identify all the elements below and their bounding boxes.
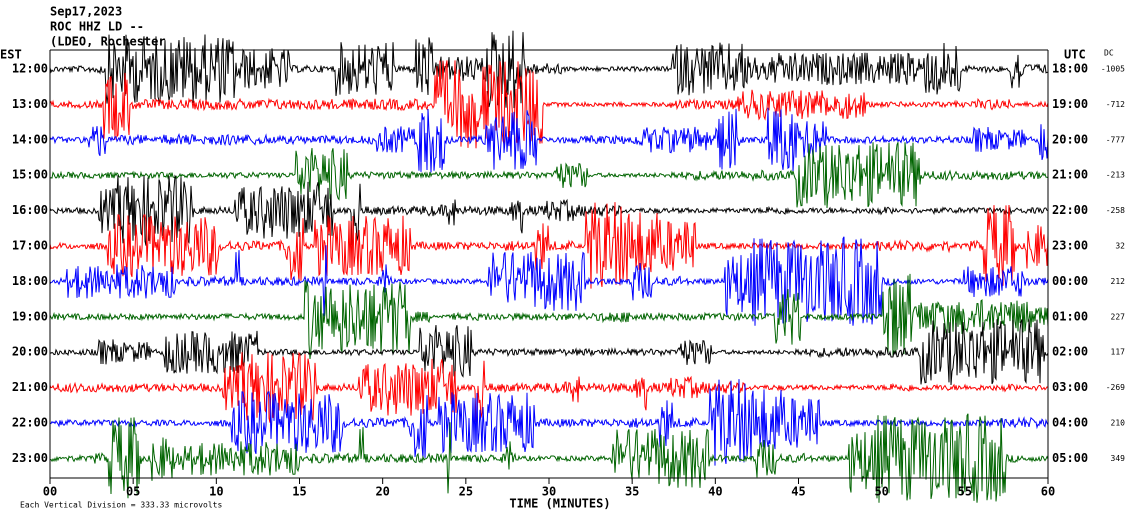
dc-value: -269 — [1106, 383, 1125, 392]
utc-label: 20:00 — [1052, 132, 1088, 146]
x-tick-label: 20 — [375, 485, 389, 499]
dc-value: 210 — [1111, 419, 1126, 428]
est-label: 19:00 — [12, 309, 48, 323]
dc-value: -213 — [1106, 171, 1125, 180]
trace — [49, 236, 1049, 326]
utc-label: 21:00 — [1052, 168, 1088, 182]
dc-value: 32 — [1115, 242, 1125, 251]
utc-label: 05:00 — [1052, 451, 1088, 465]
utc-label: 01:00 — [1052, 309, 1088, 323]
est-label: 12:00 — [12, 62, 48, 76]
x-tick-label: 15 — [292, 485, 306, 499]
dc-label: DC — [1104, 49, 1114, 58]
left-axis-label: EST — [0, 48, 22, 62]
utc-label: 02:00 — [1052, 345, 1088, 359]
trace — [49, 202, 1049, 289]
x-axis-label: TIME (MINUTES) — [509, 497, 610, 511]
utc-label: 23:00 — [1052, 239, 1088, 253]
x-tick-label: 45 — [791, 485, 805, 499]
utc-label: 22:00 — [1052, 203, 1088, 217]
trace — [49, 142, 1049, 209]
trace — [49, 319, 1049, 386]
trace — [49, 379, 1049, 466]
x-tick-label: 55 — [958, 485, 972, 499]
x-tick-label: 10 — [209, 485, 223, 499]
trace — [49, 351, 1049, 423]
trace — [49, 413, 1049, 503]
x-tick-label: 05 — [126, 485, 140, 499]
dc-value: -258 — [1106, 206, 1125, 215]
est-label: 16:00 — [12, 203, 48, 217]
trace — [49, 60, 1049, 149]
utc-label: 04:00 — [1052, 416, 1088, 430]
x-tick-label: 60 — [1041, 485, 1055, 499]
est-label: 15:00 — [12, 168, 48, 182]
utc-label: 18:00 — [1052, 62, 1088, 76]
trace — [49, 30, 1049, 109]
utc-label: 19:00 — [1052, 97, 1088, 111]
x-tick-label: 35 — [625, 485, 639, 499]
dc-value: 212 — [1111, 277, 1126, 286]
dc-value: -777 — [1106, 135, 1125, 144]
est-label: 13:00 — [12, 97, 48, 111]
est-label: 20:00 — [12, 345, 48, 359]
traces — [49, 30, 1049, 503]
x-tick-label: 00 — [43, 485, 57, 499]
utc-label: 03:00 — [1052, 380, 1088, 394]
x-tick-label: 50 — [874, 485, 888, 499]
est-label: 17:00 — [12, 239, 48, 253]
dc-value: 227 — [1111, 312, 1126, 321]
est-label: 22:00 — [12, 416, 48, 430]
utc-label: 00:00 — [1052, 274, 1088, 288]
trace — [49, 174, 1048, 246]
dc-value: -712 — [1106, 100, 1125, 109]
est-label: 23:00 — [12, 451, 48, 465]
footnote: Each Vertical Division = 333.33 microvol… — [20, 501, 222, 510]
x-tick-label: 30 — [542, 485, 556, 499]
dc-value: 349 — [1111, 454, 1126, 463]
trace — [49, 107, 1049, 173]
dc-value: 117 — [1111, 348, 1126, 357]
trace — [49, 273, 1049, 360]
right-axis-label: UTC — [1064, 48, 1086, 62]
dc-value: -1005 — [1101, 65, 1125, 74]
x-tick-label: 25 — [459, 485, 473, 499]
title-line: (LDEO, Rochester — [50, 35, 166, 49]
est-label: 18:00 — [12, 274, 48, 288]
est-label: 21:00 — [12, 380, 48, 394]
est-label: 14:00 — [12, 132, 48, 146]
title-line: Sep17,2023 — [50, 5, 122, 19]
title-line: ROC HHZ LD -- — [50, 20, 144, 34]
x-tick-label: 40 — [708, 485, 722, 499]
